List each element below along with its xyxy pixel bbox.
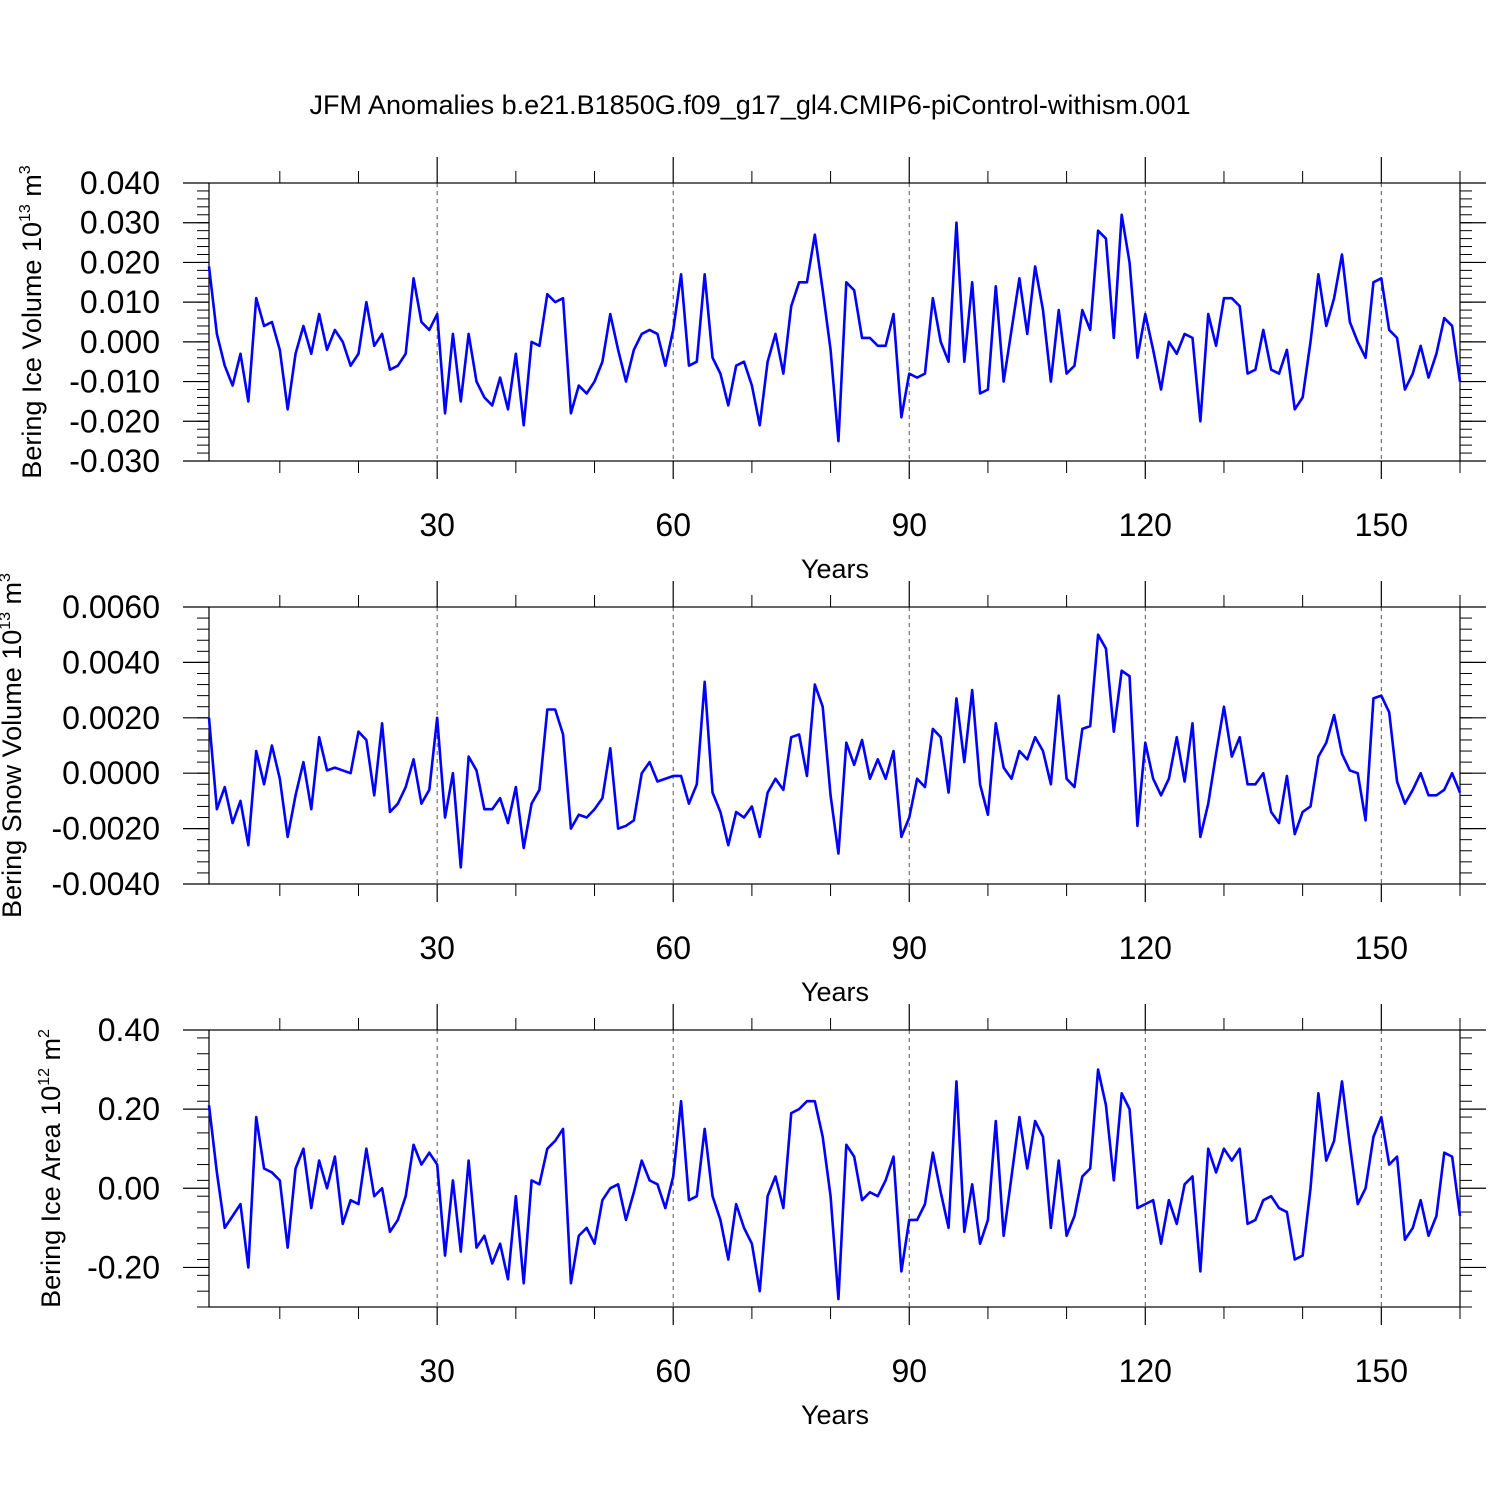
x-tick-label: 90 [891,507,927,543]
y-axis-label-unit: m [0,582,27,612]
x-axis-label: Years [801,977,869,1007]
plot-frame [208,182,1461,462]
y-tick-label: -0.010 [69,364,160,400]
y-tick-label: -0.0020 [51,811,160,847]
chart-title: JFM Anomalies b.e21.B1850G.f09_g17_gl4.C… [309,90,1191,120]
y-tick-label: 0.40 [98,1012,160,1048]
y-axis-label-unit: m [36,1038,66,1068]
y-tick-label: 0.0060 [62,589,160,625]
x-tick-label: 60 [655,507,691,543]
x-tick-label: 120 [1119,1353,1172,1389]
x-axis-label: Years [801,1400,869,1430]
y-axis-label-text: Bering Snow Volume 10 [0,630,27,918]
y-tick-label: 0.0020 [62,700,160,736]
panel-bering-ice-area: 0.40 0.20 0.00 -0.20 30 60 90 120 150 Years Bering… [36,1004,1486,1430]
x-tick-label: 60 [655,1353,691,1389]
x-tick-label: 150 [1355,1353,1408,1389]
y-tick-label: 0.020 [80,244,160,280]
x-tick-label: 60 [655,930,691,966]
y-tick-label: 0.0000 [62,755,160,791]
y-axis-label-unit-exponent: 3 [0,573,14,582]
x-tick-label: 120 [1119,507,1172,543]
x-tick-label: 120 [1119,930,1172,966]
y-axis-label: Bering Ice Area 1012 m2 [36,1029,66,1308]
series-line [207,213,1462,443]
y-axis-label-exponent: 12 [36,1068,53,1086]
x-tick-label: 30 [419,507,455,543]
x-tick-label: 90 [891,1353,927,1389]
plot-frame [208,606,1461,885]
y-tick-label: 0.000 [80,324,160,360]
y-tick-label: 0.20 [98,1091,160,1127]
x-tick-label: 30 [419,1353,455,1389]
y-tick-label: -0.020 [69,403,160,439]
y-axis-label-unit-exponent: 3 [17,165,34,174]
x-axis-label: Years [801,554,869,584]
x-tick-label: 30 [419,930,455,966]
y-axis-label-exponent: 13 [0,612,14,630]
y-axis-label-text: Bering Ice Area 10 [36,1086,66,1308]
x-tick-label: 150 [1355,930,1408,966]
y-tick-label: 0.0040 [62,644,160,680]
y-axis-label-exponent: 13 [17,204,34,222]
y-axis-label-unit-exponent: 2 [36,1029,53,1038]
y-tick-label: -0.030 [69,443,160,479]
y-tick-label: 0.040 [80,165,160,201]
y-axis-label-unit: m [17,174,47,204]
panel-bering-snow-volume: 0.0060 0.0040 0.0020 0.0000 -0.0020 -0.0040 30… [0,573,1486,1007]
y-tick-label: -0.20 [87,1249,160,1285]
y-axis-label: Bering Ice Volume 1013 m3 [17,165,47,478]
y-axis-label-text: Bering Ice Volume 10 [17,222,47,479]
y-tick-label: 0.00 [98,1170,160,1206]
plot-frame [208,1029,1461,1308]
y-axis-label: Bering Snow Volume 1013 m3 [0,573,27,918]
series-line [207,633,1462,869]
x-tick-label: 150 [1355,507,1408,543]
y-tick-label: -0.0040 [51,866,160,902]
y-tick-label: 0.010 [80,284,160,320]
x-tick-label: 90 [891,930,927,966]
y-tick-label: 0.030 [80,205,160,241]
series-line [207,1068,1462,1301]
